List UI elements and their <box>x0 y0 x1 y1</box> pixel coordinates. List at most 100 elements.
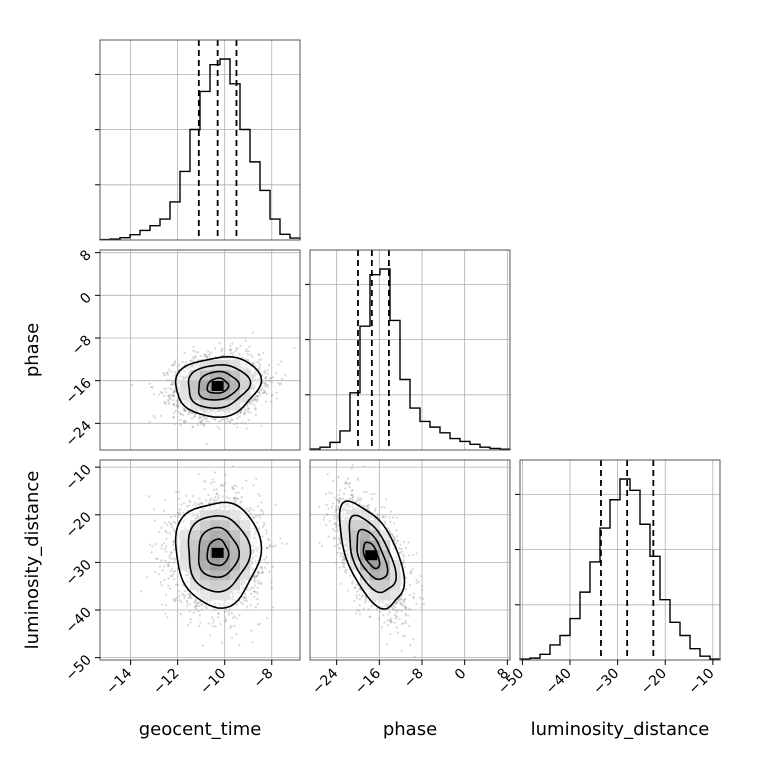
scatter-point <box>350 467 353 470</box>
scatter-point <box>254 606 257 609</box>
scatter-point <box>256 570 260 573</box>
scatter-point <box>389 510 393 513</box>
scatter-point <box>249 353 252 356</box>
scatter-point <box>338 547 341 550</box>
joint-content <box>100 460 300 660</box>
scatter-point <box>327 491 331 494</box>
scatter-point <box>402 540 405 543</box>
scatter-point <box>224 620 227 623</box>
scatter-point <box>208 354 211 357</box>
scatter-point <box>221 348 224 352</box>
scatter-point <box>220 484 223 487</box>
scatter-point <box>355 597 359 600</box>
scatter-point <box>247 407 251 410</box>
scatter-point <box>245 350 248 353</box>
scatter-point <box>208 634 212 637</box>
scatter-point <box>161 569 164 572</box>
scatter-point <box>173 389 176 392</box>
scatter-point <box>165 531 168 534</box>
scatter-point <box>243 411 246 414</box>
scatter-point <box>259 494 262 497</box>
scatter-point <box>177 513 180 516</box>
scatter-point <box>217 612 220 615</box>
scatter-point <box>241 486 244 490</box>
scatter-point <box>163 400 167 404</box>
x-tick-label: −14 <box>103 665 135 697</box>
scatter-point <box>175 491 178 494</box>
scatter-point <box>249 506 252 510</box>
scatter-point <box>212 621 215 624</box>
scatter-point <box>268 570 271 573</box>
scatter-point <box>353 599 356 603</box>
scatter-point <box>352 495 355 498</box>
scatter-point <box>395 615 399 618</box>
scatter-point <box>260 424 263 427</box>
scatter-point <box>252 508 255 511</box>
scatter-point <box>205 442 209 446</box>
scatter-point <box>386 619 389 622</box>
scatter-point <box>238 353 241 356</box>
scatter-point <box>420 584 424 587</box>
scatter-point <box>198 624 201 627</box>
scatter-point <box>192 345 195 348</box>
scatter-point <box>328 520 331 523</box>
scatter-point <box>210 497 213 500</box>
scatter-point <box>368 503 371 506</box>
scatter-point <box>341 555 345 558</box>
scatter-point <box>190 597 193 600</box>
y-axis-title-phase: phase <box>22 323 43 377</box>
scatter-point <box>364 507 368 510</box>
scatter-point <box>400 550 403 553</box>
scatter-point <box>419 574 423 578</box>
scatter-point <box>338 501 341 504</box>
scatter-point <box>223 610 226 614</box>
scatter-point <box>243 406 246 410</box>
scatter-point <box>326 513 329 516</box>
scatter-point <box>345 480 348 483</box>
scatter-point <box>172 541 175 544</box>
scatter-point <box>409 570 412 573</box>
scatter-point <box>167 373 170 377</box>
scatter-point <box>322 518 325 521</box>
scatter-point <box>231 487 234 490</box>
scatter-point <box>234 349 237 353</box>
scatter-point <box>364 597 368 600</box>
scatter-point <box>254 515 258 518</box>
scatter-point <box>205 419 208 423</box>
scatter-point <box>200 502 203 505</box>
scatter-point <box>396 535 399 538</box>
scatter-point <box>158 393 161 396</box>
scatter-point <box>195 605 198 608</box>
scatter-point <box>399 602 402 605</box>
scatter-point <box>376 514 379 517</box>
scatter-point <box>199 420 202 423</box>
scatter-point <box>336 508 339 511</box>
scatter-point <box>188 610 191 613</box>
scatter-point <box>167 577 170 580</box>
scatter-point <box>268 379 271 382</box>
scatter-point <box>400 598 403 601</box>
scatter-point <box>160 526 163 530</box>
scatter-point <box>186 604 189 607</box>
scatter-point <box>396 516 399 519</box>
scatter-point <box>338 566 341 569</box>
scatter-point <box>219 419 222 422</box>
scatter-point <box>341 558 344 562</box>
scatter-point <box>275 372 278 375</box>
scatter-point <box>164 529 167 532</box>
scatter-point <box>225 609 228 612</box>
scatter-point <box>389 620 392 623</box>
scatter-point <box>258 354 261 357</box>
contour-level <box>362 541 381 570</box>
scatter-point <box>152 414 155 418</box>
contour-level <box>197 526 241 579</box>
scatter-point <box>384 515 387 518</box>
scatter-point <box>331 479 334 483</box>
scatter-point <box>164 545 168 548</box>
scatter-point <box>260 582 263 586</box>
scatter-point <box>271 393 274 396</box>
scatter-point <box>235 633 238 636</box>
scatter-point <box>261 525 265 528</box>
scatter-point <box>334 521 337 524</box>
scatter-point <box>182 413 185 417</box>
